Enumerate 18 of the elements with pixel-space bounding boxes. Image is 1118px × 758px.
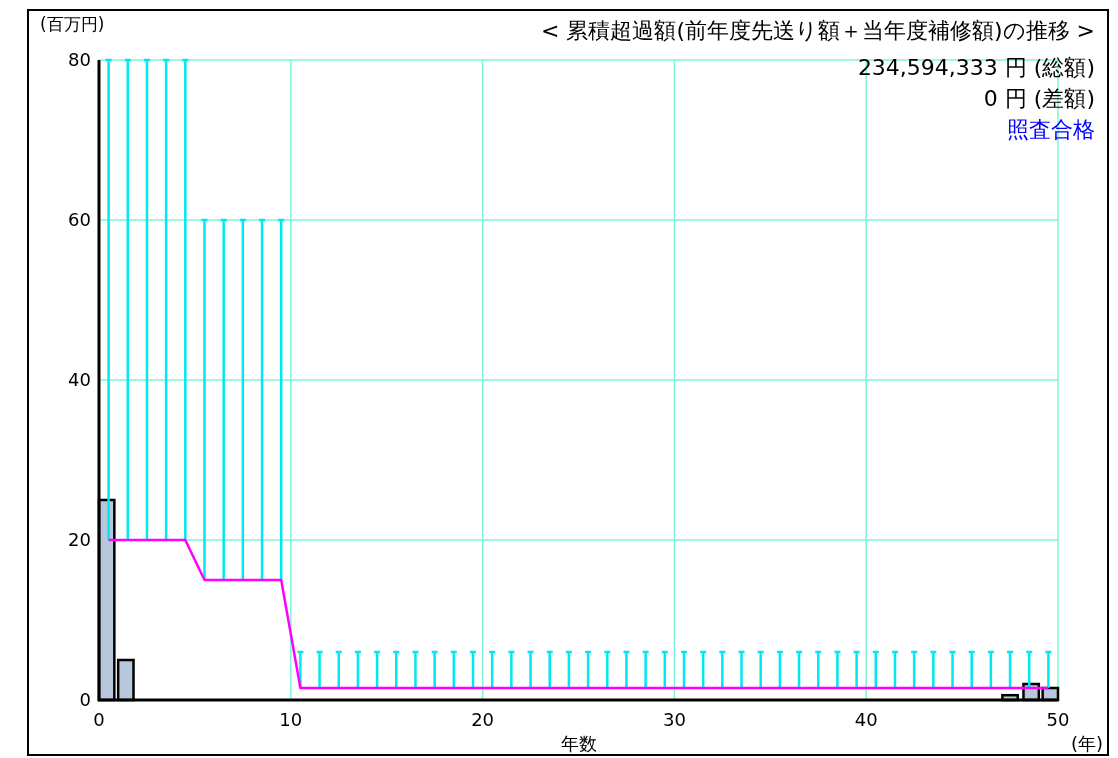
x-tick-label: 30 <box>662 709 686 730</box>
y-tick-label: 0 <box>79 689 91 710</box>
x-tick-label: 10 <box>279 709 303 730</box>
annotation: 0 円 (差額) <box>983 86 1095 111</box>
x-tick-label: 50 <box>1046 709 1070 730</box>
x-tick-label: 20 <box>471 709 495 730</box>
text: (年) <box>1070 733 1103 754</box>
y-tick-label: 40 <box>68 369 91 390</box>
y-tick-label: 60 <box>68 209 91 230</box>
x-tick-label: 40 <box>854 709 878 730</box>
chart-title: < 累積超過額(前年度先送り額＋当年度補修額)の推移 > <box>540 18 1095 43</box>
y-axis-title: (百万円) <box>40 14 105 34</box>
x-axis-title: 年数 <box>560 733 597 754</box>
annotation: 234,594,333 円 (総額) <box>857 55 1095 80</box>
y-tick-label: 80 <box>68 49 91 70</box>
y-tick-label: 20 <box>68 529 91 550</box>
annotation: 照査合格 <box>1007 117 1095 142</box>
x-tick-label: 0 <box>93 709 105 730</box>
